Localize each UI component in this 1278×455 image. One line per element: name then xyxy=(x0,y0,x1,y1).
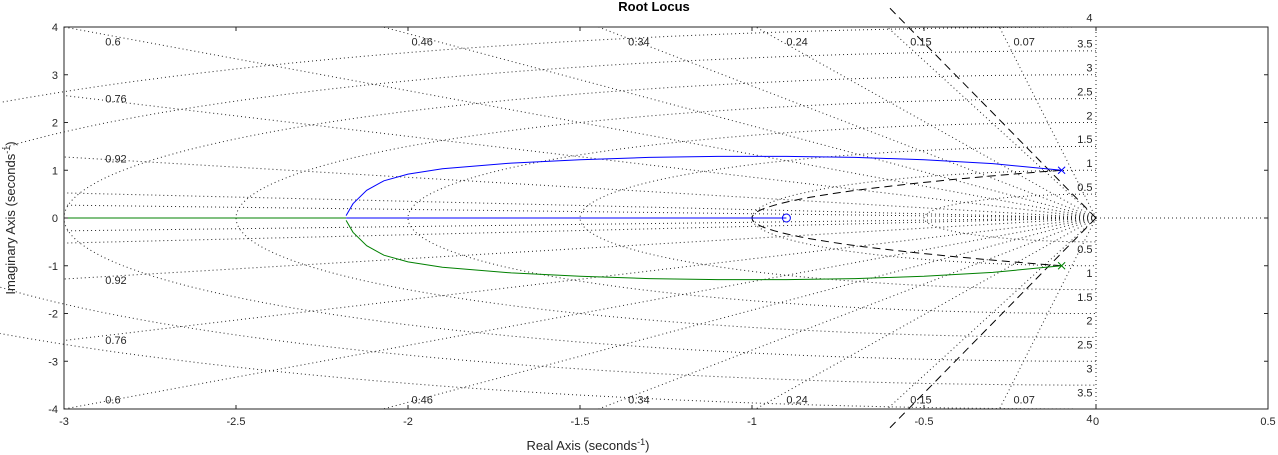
damping-grid-ray xyxy=(63,217,1097,232)
wn-grid-circle xyxy=(0,50,1096,386)
damping-label: 0.15 xyxy=(910,394,931,406)
damping-grid-ray xyxy=(755,26,1097,219)
x-tick-label: -3 xyxy=(59,416,69,428)
damping-label: 0.46 xyxy=(411,36,432,48)
boundary-line-upper xyxy=(889,7,1097,219)
y-tick-label: -2 xyxy=(48,309,58,321)
locus-branch xyxy=(345,220,1062,281)
zero-marker xyxy=(781,213,791,223)
damping-label: 0.6 xyxy=(105,36,120,48)
damping-grid-ray xyxy=(598,26,1097,219)
pole-marker xyxy=(1057,261,1066,270)
y-tick-label: 3 xyxy=(52,70,58,82)
damping-label: 0.07 xyxy=(1013,36,1034,48)
frequency-label: 0.5 xyxy=(1077,182,1092,194)
frequency-label: 1 xyxy=(1086,268,1092,280)
damping-grid-ray xyxy=(598,217,1097,410)
damping-label: 0.6 xyxy=(105,394,120,406)
x-tick-label: -1.5 xyxy=(571,416,590,428)
frequency-label: 2.5 xyxy=(1077,340,1092,352)
y-tick-label: -1 xyxy=(48,261,58,273)
x-tick-label: -2.5 xyxy=(227,416,246,428)
damping-grid-ray xyxy=(63,217,1097,244)
damping-label: 0.34 xyxy=(628,394,649,406)
damping-grid-ray xyxy=(63,217,1097,410)
damping-grid-ray xyxy=(63,26,1097,219)
y-tick-label: 1 xyxy=(52,165,58,177)
marker-layer xyxy=(781,166,1066,270)
frequency-label: 2 xyxy=(1086,316,1092,328)
grid-layer xyxy=(0,26,1268,410)
damping-label: 0.24 xyxy=(786,36,807,48)
x-tick-label: -0.5 xyxy=(915,416,934,428)
frequency-label: 2.5 xyxy=(1077,86,1092,98)
wn-grid-circle xyxy=(751,169,1097,267)
damping-label: 0.46 xyxy=(411,394,432,406)
frequency-label: 1.5 xyxy=(1077,292,1092,304)
x-axis-title: Real Axis (seconds-1) xyxy=(527,437,650,453)
x-tick-label: 0 xyxy=(1093,416,1099,428)
y-tick-label: 2 xyxy=(52,118,58,130)
frequency-label: 3 xyxy=(1086,363,1092,375)
pole-marker xyxy=(1057,166,1066,175)
frequency-label: 4 xyxy=(1086,414,1092,426)
frequency-label: 1.5 xyxy=(1077,134,1092,146)
damping-grid-ray xyxy=(63,204,1097,219)
damping-label: 0.92 xyxy=(105,275,126,287)
damping-grid-ray xyxy=(886,217,1097,410)
damping-label: 0.24 xyxy=(786,394,807,406)
wn-grid-circle xyxy=(923,193,1096,243)
boundary-line-lower xyxy=(889,217,1097,429)
frequency-label: 3.5 xyxy=(1077,39,1092,51)
damping-label: 0.76 xyxy=(105,335,126,347)
boundary-parabola xyxy=(751,169,1062,267)
x-tick-label: 0.5 xyxy=(1260,416,1275,428)
frequency-label: 1 xyxy=(1086,158,1092,170)
damping-grid-ray xyxy=(63,192,1097,219)
damping-grid-ray xyxy=(63,95,1097,219)
damping-grid-ray xyxy=(383,217,1097,410)
x-tick-label: -1 xyxy=(747,416,757,428)
locus-layer xyxy=(64,155,1062,281)
y-tick-label: 4 xyxy=(52,22,58,34)
damping-label: 0.76 xyxy=(105,94,126,106)
damping-grid-ray xyxy=(63,217,1097,280)
chart-title: Root Locus xyxy=(618,0,690,14)
locus-branch xyxy=(345,155,1062,216)
damping-label: 0.92 xyxy=(105,153,126,165)
damping-grid-ray xyxy=(755,217,1097,410)
frequency-label: 4 xyxy=(1086,12,1092,24)
grid-label-layer: 0.6 0.46 0.34 0.24 0.15 0.07 0.76 0.92 0.92 0.76 0… xyxy=(105,12,1092,425)
frequency-label: 3.5 xyxy=(1077,387,1092,399)
y-tick-label: -4 xyxy=(48,404,58,416)
damping-grid-ray xyxy=(63,217,1097,341)
damping-grid-ray xyxy=(383,26,1097,219)
damping-label: 0.07 xyxy=(1013,394,1034,406)
damping-label: 0.34 xyxy=(628,36,649,48)
frequency-label: 2 xyxy=(1086,110,1092,122)
wn-grid-circle xyxy=(0,26,1097,410)
x-tick-label: -2 xyxy=(403,416,413,428)
frequency-label: 3 xyxy=(1086,63,1092,75)
y-tick-label: -3 xyxy=(48,356,58,368)
wn-grid-circle xyxy=(407,122,1096,314)
frequency-label: 0.5 xyxy=(1077,244,1092,256)
y-tick-label: 0 xyxy=(52,213,58,225)
damping-grid-ray xyxy=(63,156,1097,219)
damping-grid-ray xyxy=(886,26,1097,219)
damping-label: 0.15 xyxy=(910,36,931,48)
y-axis-title: Imaginary Axis (seconds-1) xyxy=(2,141,18,294)
